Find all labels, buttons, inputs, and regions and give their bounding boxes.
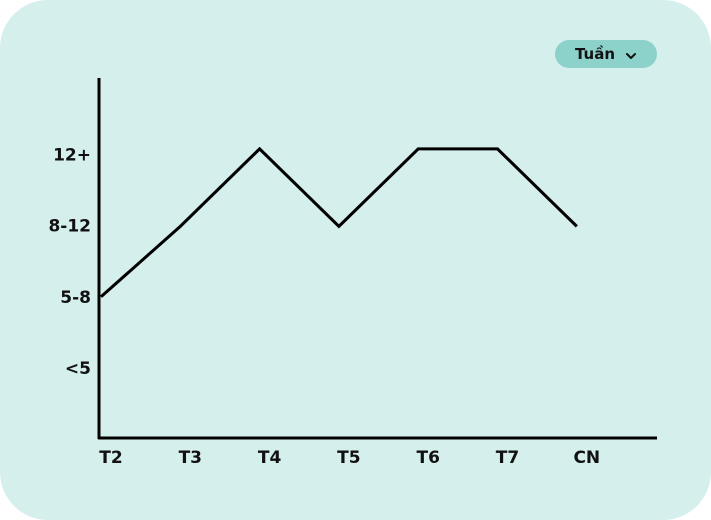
series-line — [100, 146, 578, 298]
x-tick-label: T4 — [258, 448, 282, 468]
x-tick-label: T6 — [416, 448, 439, 468]
period-dropdown[interactable]: Tuần — [555, 40, 657, 68]
y-tick-label: 12+ — [53, 146, 91, 166]
x-tick-label: T3 — [179, 448, 202, 468]
y-tick-label: 5-8 — [60, 288, 91, 308]
period-dropdown-label: Tuần — [574, 45, 616, 63]
chevron-down-icon — [625, 48, 637, 60]
x-tick-label: T7 — [496, 448, 519, 468]
y-tick-label: <5 — [65, 359, 91, 379]
x-tick-label: T2 — [99, 448, 122, 468]
x-tick-label: CN — [573, 448, 600, 468]
x-tick-label: T5 — [337, 448, 360, 468]
y-tick-label: 8-12 — [48, 217, 91, 237]
